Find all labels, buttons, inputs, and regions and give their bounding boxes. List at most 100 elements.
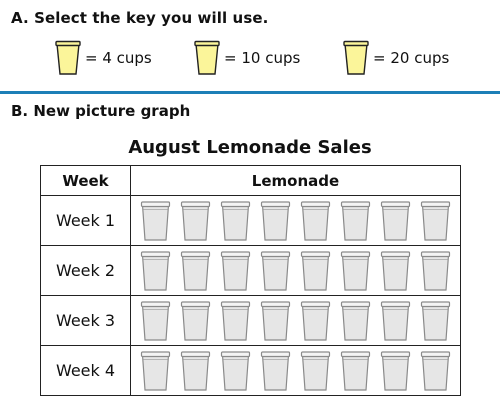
cup-slot — [420, 299, 460, 343]
cup-slot — [140, 299, 180, 343]
section-b-heading: B. New picture graph — [11, 102, 191, 120]
table-row: Week 2 — [40, 245, 461, 296]
empty-cup-icon — [380, 350, 411, 391]
table-row: Week 4 — [40, 345, 461, 396]
empty-cup-icon — [420, 350, 451, 391]
empty-cup-icon — [380, 250, 411, 291]
cup-slot — [140, 249, 180, 293]
cups-cell[interactable] — [130, 345, 461, 396]
cups-cell[interactable] — [130, 195, 461, 246]
empty-cup-icon — [300, 250, 331, 291]
cup-slot — [260, 249, 300, 293]
picture-graph-table: Week Lemonade Week 1 Week 2 Week 3 Week … — [40, 165, 461, 396]
empty-cup-icon — [420, 250, 451, 291]
empty-cup-icon — [140, 250, 171, 291]
table-row: Week 1 — [40, 195, 461, 246]
section-divider — [0, 91, 500, 94]
lemonade-cup-icon — [343, 40, 369, 76]
week-label: Week 2 — [40, 245, 131, 296]
lemonade-cup-icon — [194, 40, 220, 76]
cup-slot — [340, 349, 380, 393]
empty-cup-icon — [420, 300, 451, 341]
empty-cup-icon — [260, 250, 291, 291]
cup-slot — [340, 249, 380, 293]
cup-slot — [220, 249, 260, 293]
week-label: Week 1 — [40, 195, 131, 246]
key-label: = 20 cups — [373, 49, 450, 67]
empty-cup-icon — [300, 200, 331, 241]
cup-row — [131, 246, 460, 295]
key-option-20-cups[interactable]: = 20 cups — [343, 40, 449, 76]
empty-cup-icon — [180, 350, 211, 391]
empty-cup-icon — [340, 350, 371, 391]
empty-cup-icon — [340, 250, 371, 291]
cups-cell[interactable] — [130, 245, 461, 296]
cup-row — [131, 296, 460, 345]
lemonade-cup-icon — [55, 40, 81, 76]
column-header-week: Week — [40, 165, 131, 196]
cup-slot — [180, 349, 220, 393]
key-option-4-cups[interactable]: = 4 cups — [55, 40, 152, 76]
section-a-heading: A. Select the key you will use. — [11, 9, 269, 27]
empty-cup-icon — [140, 200, 171, 241]
cup-slot — [340, 199, 380, 243]
cup-slot — [260, 199, 300, 243]
empty-cup-icon — [380, 200, 411, 241]
lemonade-cup-svg — [343, 40, 369, 75]
empty-cup-icon — [180, 200, 211, 241]
cup-slot — [380, 349, 420, 393]
cup-slot — [300, 199, 340, 243]
cup-slot — [220, 199, 260, 243]
empty-cup-icon — [220, 250, 251, 291]
cup-slot — [380, 199, 420, 243]
cup-slot — [300, 299, 340, 343]
cup-slot — [220, 299, 260, 343]
empty-cup-icon — [220, 350, 251, 391]
cup-slot — [420, 199, 460, 243]
cup-slot — [300, 349, 340, 393]
cup-slot — [260, 299, 300, 343]
cup-slot — [220, 349, 260, 393]
column-header-lemonade: Lemonade — [130, 165, 461, 196]
empty-cup-icon — [180, 300, 211, 341]
empty-cup-icon — [220, 200, 251, 241]
empty-cup-icon — [140, 350, 171, 391]
empty-cup-icon — [380, 300, 411, 341]
empty-cup-icon — [260, 200, 291, 241]
empty-cup-icon — [340, 200, 371, 241]
cups-cell[interactable] — [130, 295, 461, 346]
graph-title: August Lemonade Sales — [128, 137, 372, 158]
empty-cup-icon — [140, 300, 171, 341]
table-row: Week 3 — [40, 295, 461, 346]
cup-slot — [380, 249, 420, 293]
empty-cup-icon — [260, 350, 291, 391]
table-header-row: Week Lemonade — [40, 165, 461, 196]
cup-slot — [140, 199, 180, 243]
key-option-10-cups[interactable]: = 10 cups — [194, 40, 300, 76]
cup-slot — [180, 199, 220, 243]
empty-cup-icon — [220, 300, 251, 341]
cup-row — [131, 346, 460, 395]
empty-cup-icon — [180, 250, 211, 291]
graph-body: Week 1 Week 2 Week 3 Week 4 — [40, 195, 461, 396]
week-label: Week 3 — [40, 295, 131, 346]
empty-cup-icon — [260, 300, 291, 341]
empty-cup-icon — [340, 300, 371, 341]
cup-row — [131, 196, 460, 245]
empty-cup-icon — [300, 350, 331, 391]
cup-slot — [420, 349, 460, 393]
key-label: = 4 cups — [85, 49, 152, 67]
cup-slot — [420, 249, 460, 293]
cup-slot — [380, 299, 420, 343]
week-label: Week 4 — [40, 345, 131, 396]
empty-cup-icon — [420, 200, 451, 241]
cup-slot — [340, 299, 380, 343]
lemonade-cup-svg — [194, 40, 220, 75]
cup-slot — [180, 249, 220, 293]
cup-slot — [300, 249, 340, 293]
key-label: = 10 cups — [224, 49, 301, 67]
cup-slot — [140, 349, 180, 393]
lemonade-cup-svg — [55, 40, 81, 75]
empty-cup-icon — [300, 300, 331, 341]
cup-slot — [180, 299, 220, 343]
